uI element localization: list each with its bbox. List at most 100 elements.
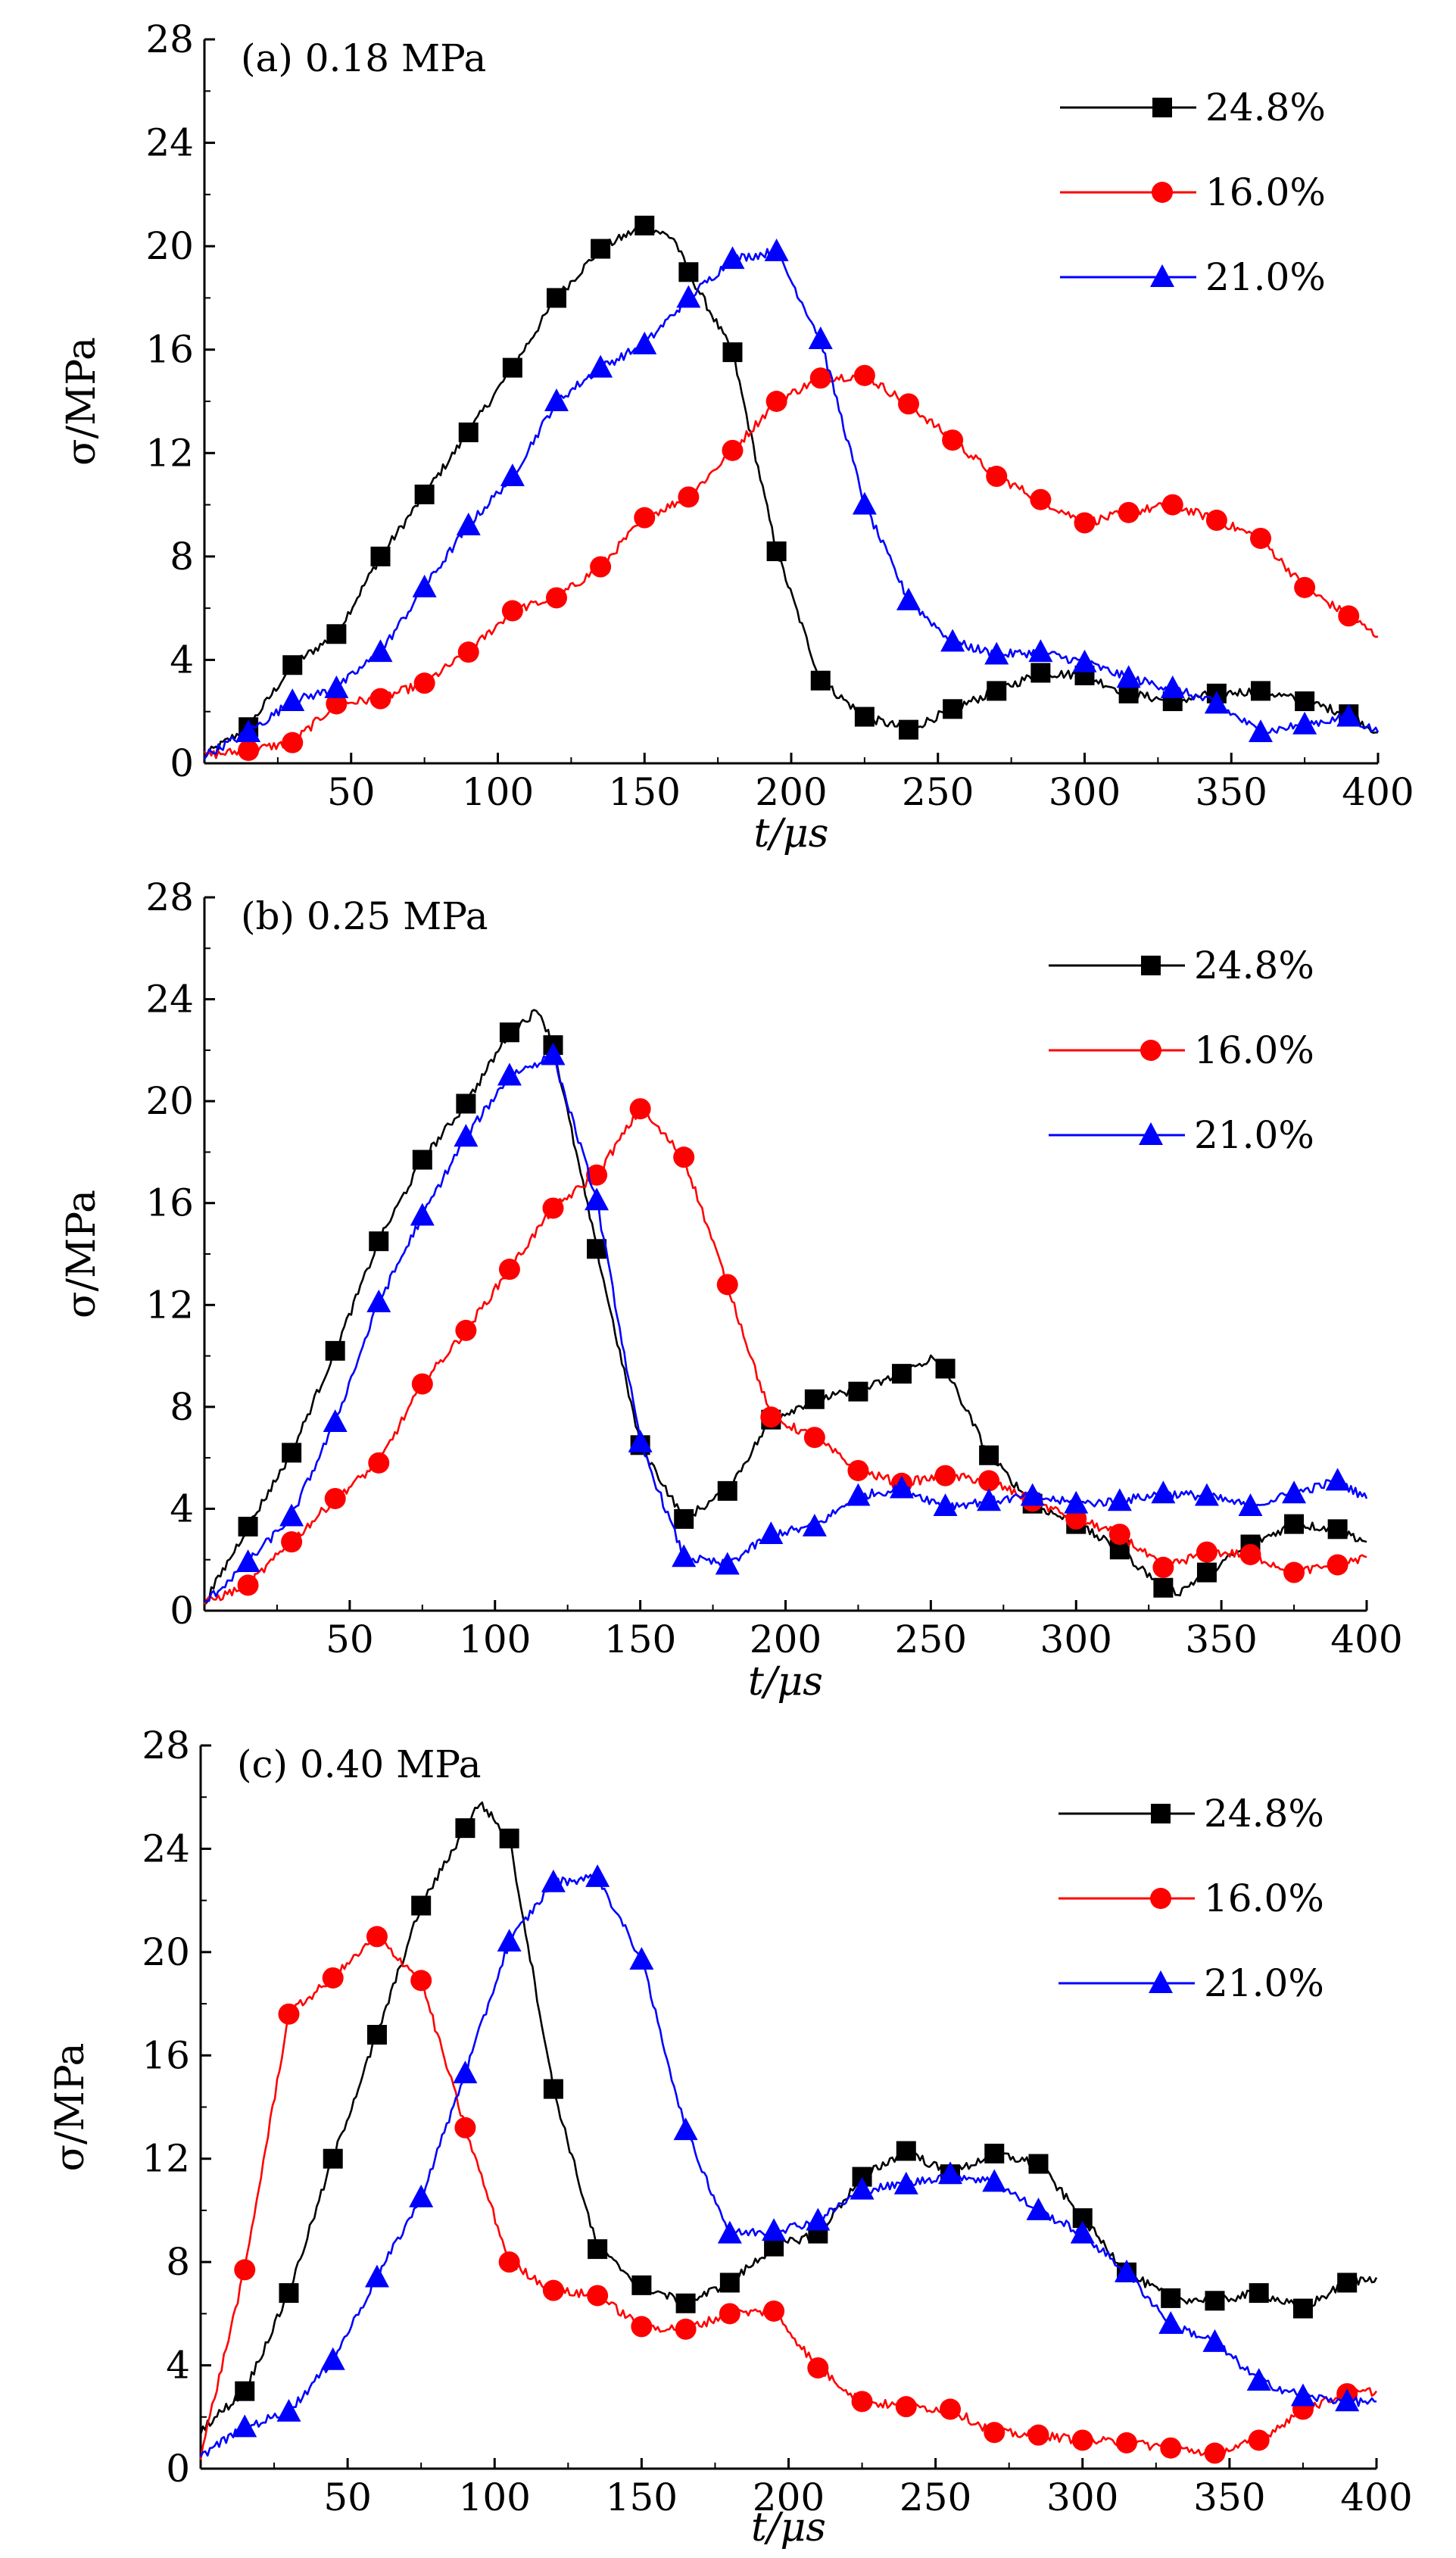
data-point bbox=[716, 1274, 738, 1296]
data-point bbox=[454, 1124, 479, 1147]
data-point bbox=[1020, 1483, 1045, 1506]
data-point bbox=[280, 688, 305, 712]
data-point bbox=[1251, 681, 1270, 701]
data-point bbox=[1248, 2429, 1270, 2451]
data-point bbox=[763, 2300, 785, 2322]
data-point bbox=[497, 1062, 522, 1086]
series-line bbox=[204, 223, 1379, 757]
x-axis-title: t/μs bbox=[751, 2505, 826, 2550]
data-point bbox=[1335, 2388, 1360, 2412]
data-point bbox=[1065, 1508, 1087, 1530]
data-point bbox=[1151, 1480, 1176, 1504]
series-21.0% bbox=[204, 1042, 1368, 1603]
data-point bbox=[1194, 1483, 1219, 1506]
data-point bbox=[586, 1164, 608, 1186]
legend-marker bbox=[1150, 264, 1174, 287]
legend-label: 16.0% bbox=[1194, 1028, 1314, 1072]
data-point bbox=[1161, 2288, 1181, 2308]
data-point bbox=[673, 2117, 698, 2141]
data-point bbox=[1118, 501, 1140, 523]
x-tick-label: 300 bbox=[1046, 2475, 1118, 2519]
y-axis-title: σ/MPa bbox=[59, 337, 104, 466]
y-tick-label: 12 bbox=[142, 2137, 190, 2181]
data-point bbox=[235, 2381, 255, 2401]
data-point bbox=[1072, 649, 1097, 672]
data-point bbox=[501, 600, 523, 622]
data-point bbox=[588, 354, 613, 378]
x-tick-label: 150 bbox=[604, 1617, 676, 1661]
y-tick-label: 4 bbox=[166, 2344, 190, 2388]
data-point bbox=[499, 1828, 519, 1848]
data-point bbox=[1196, 1562, 1217, 1583]
data-point bbox=[1160, 2437, 1182, 2459]
x-tick-label: 200 bbox=[750, 1617, 822, 1661]
data-point bbox=[542, 2279, 564, 2301]
data-point bbox=[455, 1319, 477, 1341]
x-tick-label: 350 bbox=[1196, 770, 1267, 814]
x-axis-title: t/μs bbox=[748, 1659, 823, 1705]
data-point bbox=[1250, 527, 1271, 549]
data-point bbox=[676, 285, 701, 308]
data-point bbox=[320, 2347, 345, 2370]
legend-marker bbox=[1141, 956, 1161, 975]
x-tick-label: 50 bbox=[323, 2475, 372, 2519]
data-point bbox=[366, 1289, 391, 1312]
data-point bbox=[366, 2025, 387, 2045]
y-tick-label: 0 bbox=[170, 1589, 194, 1633]
x-axis-title: t/μs bbox=[754, 811, 829, 856]
data-point bbox=[1064, 1490, 1089, 1514]
data-point bbox=[276, 2399, 301, 2422]
data-point bbox=[326, 624, 347, 644]
data-point bbox=[411, 1895, 432, 1916]
x-tick-label: 400 bbox=[1340, 2475, 1412, 2519]
data-point bbox=[325, 1340, 345, 1361]
legend-label: 21.0% bbox=[1204, 1961, 1324, 2005]
data-point bbox=[364, 2264, 389, 2288]
data-point bbox=[896, 2141, 916, 2161]
data-point bbox=[1204, 2442, 1226, 2464]
data-point bbox=[847, 1459, 869, 1481]
data-point bbox=[896, 587, 921, 610]
data-point bbox=[978, 1470, 1000, 1492]
data-point bbox=[1327, 1519, 1348, 1539]
panel-title: (c) 0.40 MPa bbox=[237, 1742, 482, 1786]
data-point bbox=[1249, 719, 1273, 742]
data-point bbox=[719, 2273, 740, 2293]
data-point bbox=[1026, 2197, 1051, 2220]
x-tick-label: 50 bbox=[326, 1617, 374, 1661]
data-point bbox=[1074, 512, 1096, 534]
data-point bbox=[456, 512, 481, 535]
x-tick-label: 200 bbox=[755, 770, 827, 814]
data-point bbox=[890, 1475, 914, 1499]
data-point bbox=[1196, 1541, 1217, 1563]
data-point bbox=[591, 239, 611, 259]
data-point bbox=[412, 574, 437, 597]
data-point bbox=[631, 2275, 652, 2295]
data-point bbox=[1158, 2311, 1183, 2334]
data-point bbox=[1327, 1554, 1348, 1576]
x-tick-label: 50 bbox=[327, 770, 376, 814]
data-point bbox=[810, 670, 831, 691]
legend-marker bbox=[1152, 98, 1172, 117]
y-tick-label: 24 bbox=[142, 1826, 190, 1870]
data-point bbox=[808, 326, 833, 350]
data-point bbox=[1205, 510, 1227, 532]
data-point bbox=[414, 484, 435, 504]
data-point bbox=[1295, 691, 1315, 712]
data-point bbox=[722, 342, 743, 363]
data-point bbox=[323, 1409, 348, 1432]
legend-label: 24.8% bbox=[1204, 1792, 1324, 1836]
data-point bbox=[1292, 711, 1317, 735]
data-point bbox=[851, 2391, 873, 2413]
data-point bbox=[1108, 1524, 1130, 1546]
y-tick-label: 8 bbox=[166, 2240, 190, 2284]
data-point bbox=[634, 215, 655, 236]
data-point bbox=[1028, 2154, 1049, 2174]
x-tick-label: 150 bbox=[609, 770, 681, 814]
y-tick-label: 0 bbox=[170, 741, 194, 785]
panel-title: (a) 0.18 MPa bbox=[241, 36, 486, 80]
data-point bbox=[1107, 1488, 1132, 1511]
data-point bbox=[629, 1098, 651, 1120]
data-point bbox=[498, 1259, 520, 1281]
legend-marker bbox=[1150, 1888, 1171, 1909]
